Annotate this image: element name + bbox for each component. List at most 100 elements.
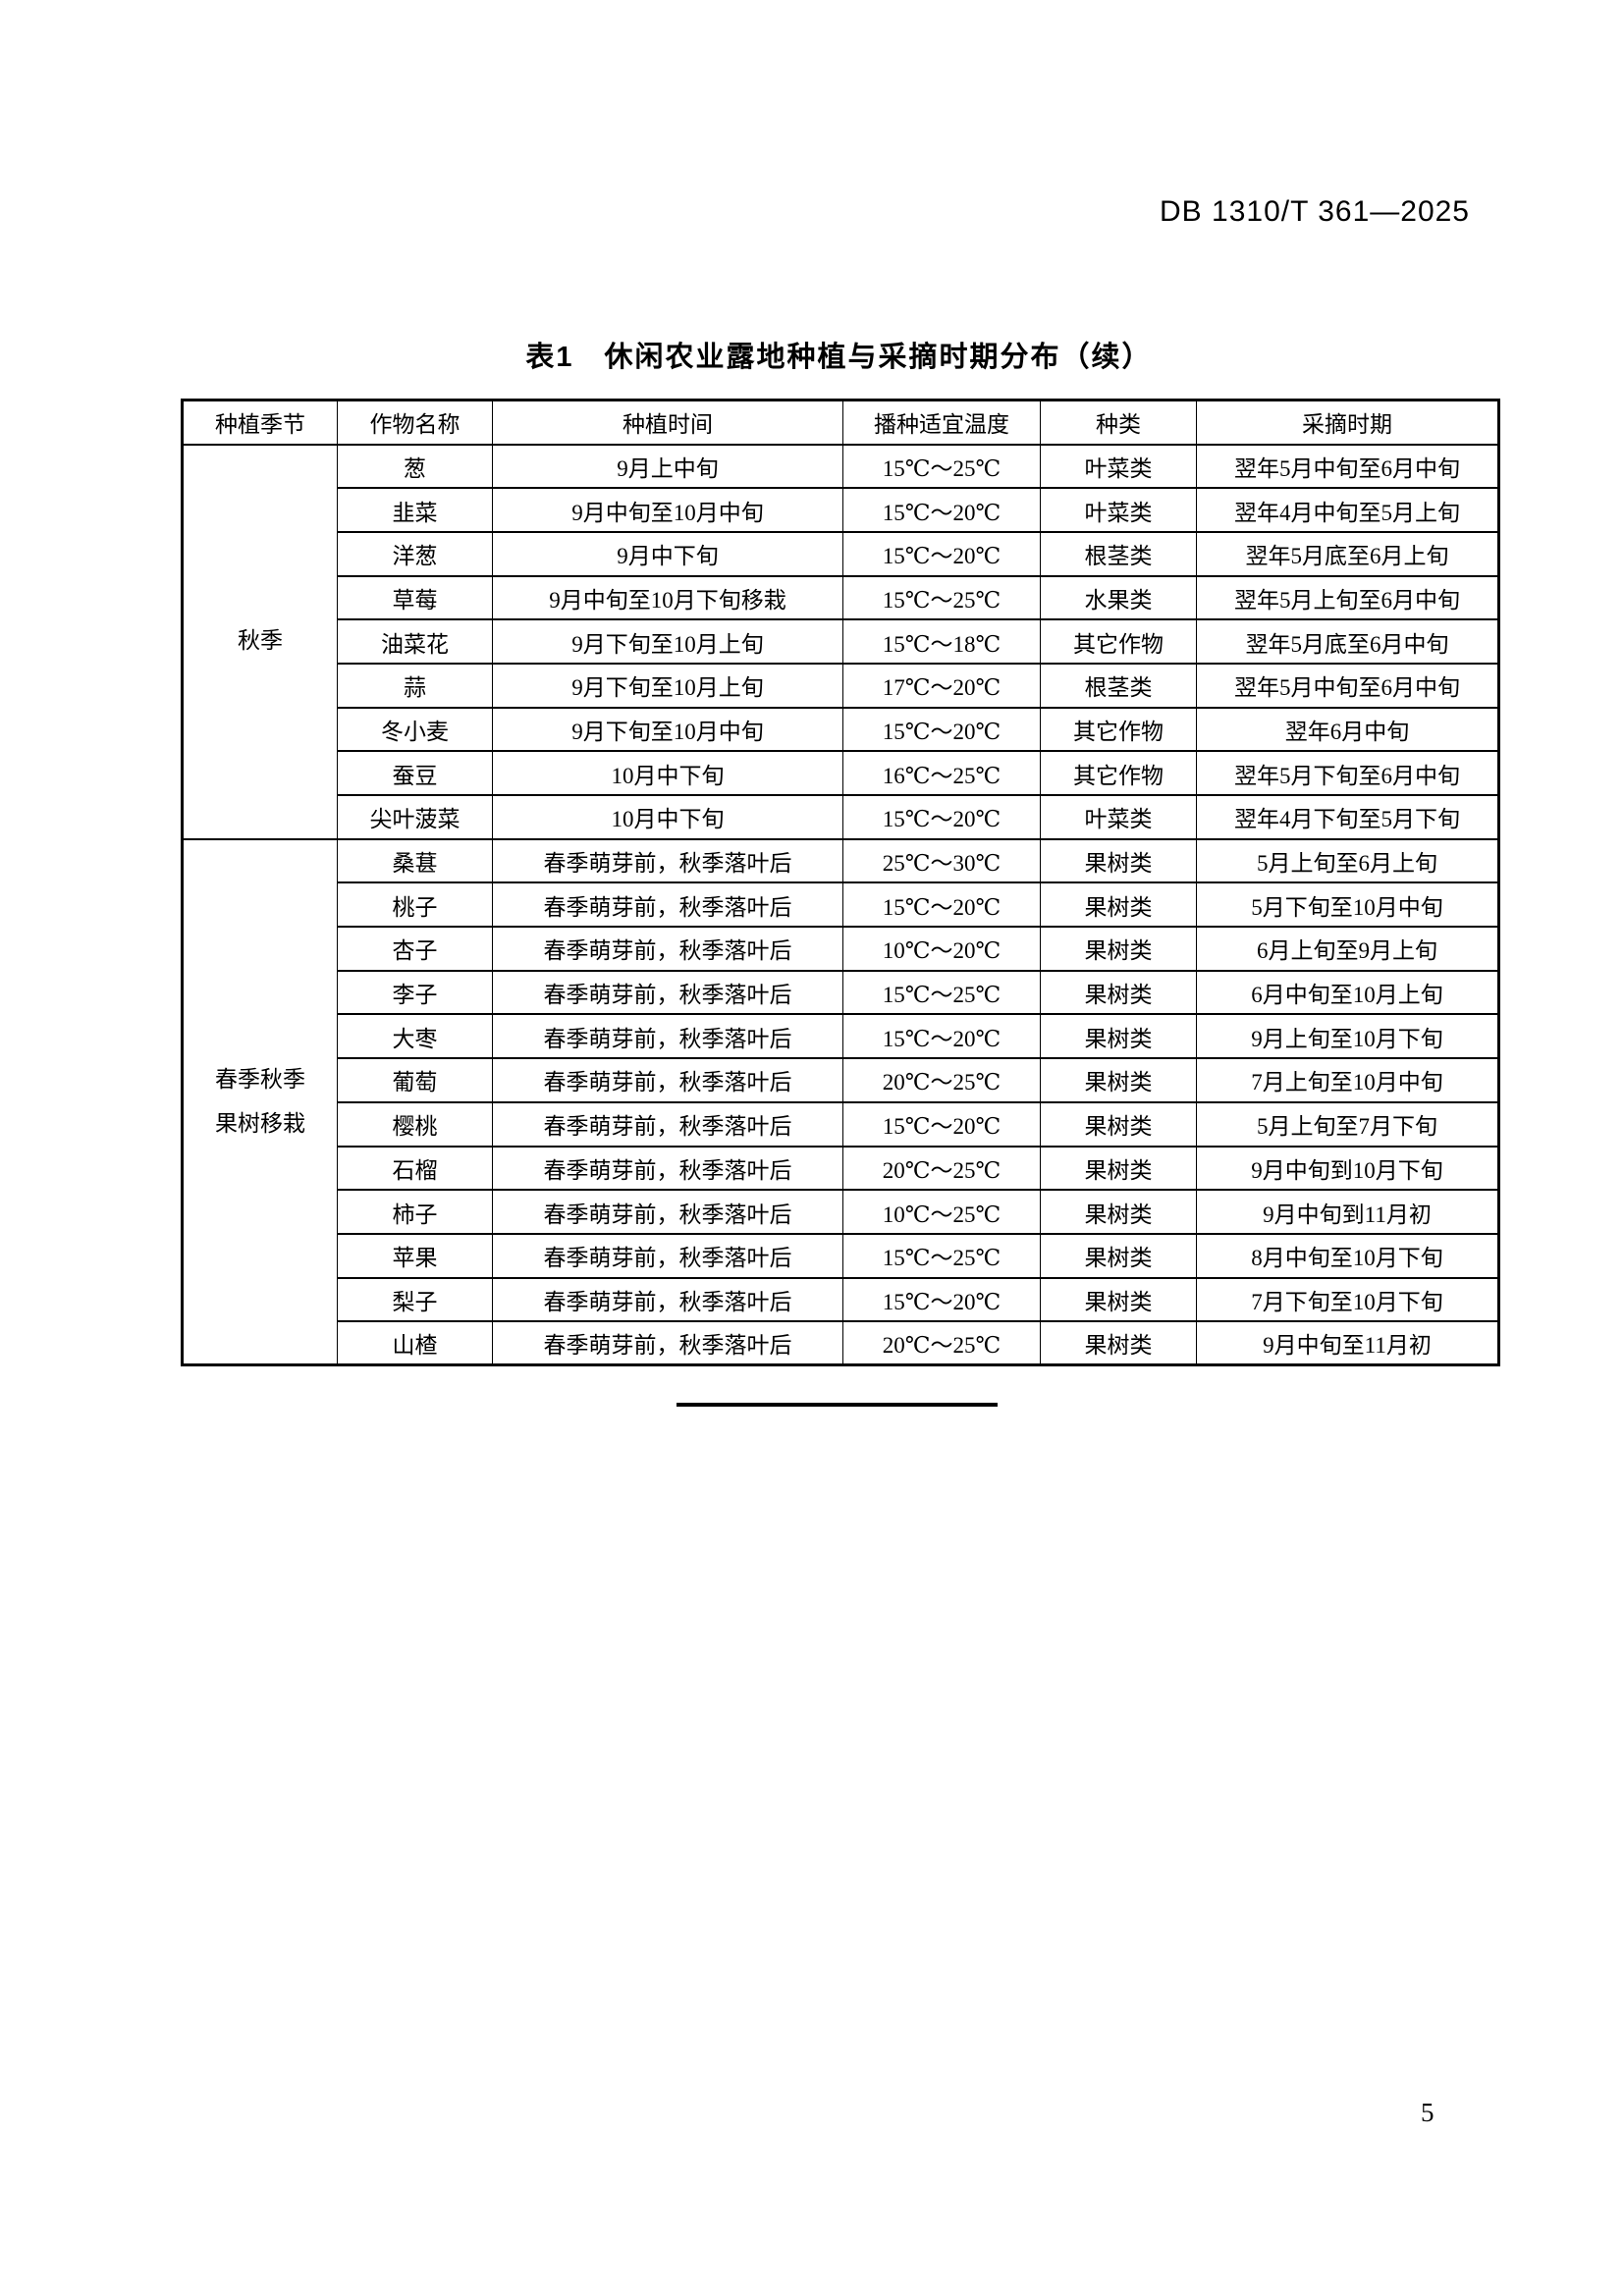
table-row: 葡萄 春季萌芽前，秋季落叶后 20℃～25℃ 果树类 7月上旬至10月中旬 (183, 1057, 1499, 1103)
column-header-2: 作物名称 (337, 399, 493, 446)
table-cell: 韭菜 (337, 487, 493, 533)
table-cell: 翌年5月中旬至6月中旬 (1196, 662, 1499, 709)
table-cell: 石榴 (337, 1145, 493, 1192)
table-cell: 春季萌芽前，秋季落叶后 (492, 969, 843, 1016)
table-cell: 9月下旬至10月上旬 (492, 662, 843, 709)
table-cell: 果树类 (1040, 837, 1197, 884)
table-cell: 蚕豆 (337, 750, 493, 796)
season-label-line: 果树移栽 (215, 1110, 305, 1136)
table-cell: 果树类 (1040, 969, 1197, 1016)
table-cell: 其它作物 (1040, 706, 1197, 753)
season-cell-2: 春季秋季 果树移栽 (182, 837, 338, 1366)
table-cell: 桃子 (337, 881, 493, 929)
table-row: 梨子 春季萌芽前，秋季落叶后 15℃～20℃ 果树类 7月下旬至10月下旬 (183, 1276, 1499, 1323)
table-row: 蚕豆 10月中下旬 16℃～25℃ 其它作物 翌年5月下旬至6月中旬 (183, 750, 1499, 796)
table-cell: 春季萌芽前，秋季落叶后 (492, 926, 843, 972)
table-row: 樱桃 春季萌芽前，秋季落叶后 15℃～20℃ 果树类 5月上旬至7月下旬 (183, 1100, 1499, 1148)
table-cell: 翌年5月底至6月上旬 (1196, 530, 1499, 577)
table-cell: 20℃～25℃ (842, 1057, 1041, 1103)
table-cell: 9月中下旬 (492, 530, 843, 577)
table-cell: 果树类 (1040, 1100, 1197, 1148)
season-label-line: 春季秋季 (215, 1066, 305, 1092)
table-cell: 春季萌芽前，秋季落叶后 (492, 1057, 843, 1103)
table-cell: 山楂 (337, 1320, 493, 1366)
column-header-1: 种植季节 (182, 399, 338, 446)
table-cell: 叶菜类 (1040, 794, 1197, 840)
table-row: 冬小麦 9月下旬至10月中旬 15℃～20℃ 其它作物 翌年6月中旬 (183, 706, 1499, 753)
column-header-5: 种类 (1040, 399, 1197, 446)
table-cell: 叶菜类 (1040, 443, 1197, 490)
table-cell: 9月中旬至10月下旬移栽 (492, 574, 843, 621)
table-title: 表1 休闲农业露地种植与采摘时期分布（续） (525, 342, 1153, 373)
table-row: 韭菜 9月中旬至10月中旬 15℃～20℃ 叶菜类 翌年4月中旬至5月上旬 (183, 487, 1499, 533)
table-cell: 翌年5月中旬至6月中旬 (1196, 443, 1499, 490)
table-cell: 果树类 (1040, 1057, 1197, 1103)
table-cell: 春季萌芽前，秋季落叶后 (492, 1232, 843, 1279)
table-cell: 葱 (337, 443, 493, 490)
table-cell: 春季萌芽前，秋季落叶后 (492, 1189, 843, 1235)
table-row: 草莓 9月中旬至10月下旬移栽 15℃～25℃ 水果类 翌年5月上旬至6月中旬 (183, 574, 1499, 621)
table-cell: 果树类 (1040, 926, 1197, 972)
table-cell: 15℃～20℃ (842, 794, 1041, 840)
table-cell: 16℃～25℃ (842, 750, 1041, 796)
table-cell: 15℃～25℃ (842, 969, 1041, 1016)
table-cell: 春季萌芽前，秋季落叶后 (492, 837, 843, 884)
table-row: 油菜花 9月下旬至10月上旬 15℃～18℃ 其它作物 翌年5月底至6月中旬 (183, 618, 1499, 665)
table-cell: 其它作物 (1040, 618, 1197, 665)
table-cell: 果树类 (1040, 1320, 1197, 1366)
table-cell: 果树类 (1040, 1013, 1197, 1060)
table-row: 桃子 春季萌芽前，秋季落叶后 15℃～20℃ 果树类 5月下旬至10月中旬 (183, 881, 1499, 929)
table-cell: 6月上旬至9月上旬 (1196, 926, 1499, 972)
table-cell: 大枣 (337, 1013, 493, 1060)
column-header-4: 播种适宜温度 (842, 399, 1041, 446)
table-row: 杏子 春季萌芽前，秋季落叶后 10℃～20℃ 果树类 6月上旬至9月上旬 (183, 926, 1499, 972)
table-cell: 15℃～25℃ (842, 443, 1041, 490)
table-cell: 杏子 (337, 926, 493, 972)
table-cell: 梨子 (337, 1276, 493, 1323)
page-number: 5 (1421, 2098, 1435, 2127)
table-cell: 叶菜类 (1040, 487, 1197, 533)
table-cell: 翌年5月底至6月中旬 (1196, 618, 1499, 665)
table-cell: 6月中旬至10月上旬 (1196, 969, 1499, 1016)
table-cell: 9月上旬至10月下旬 (1196, 1013, 1499, 1060)
table-row: 洋葱 9月中下旬 15℃～20℃ 根茎类 翌年5月底至6月上旬 (183, 530, 1499, 577)
table-cell: 10℃～20℃ (842, 926, 1041, 972)
table-cell: 5月下旬至10月中旬 (1196, 881, 1499, 929)
table-cell: 春季萌芽前，秋季落叶后 (492, 1145, 843, 1192)
table-cell: 春季萌芽前，秋季落叶后 (492, 1276, 843, 1323)
table-cell: 油菜花 (337, 618, 493, 665)
table-cell: 9月中旬至10月中旬 (492, 487, 843, 533)
table-cell: 果树类 (1040, 1232, 1197, 1279)
table-cell: 草莓 (337, 574, 493, 621)
table-cell: 葡萄 (337, 1057, 493, 1103)
table-cell: 9月下旬至10月中旬 (492, 706, 843, 753)
table-cell: 7月上旬至10月中旬 (1196, 1057, 1499, 1103)
table-cell: 8月中旬至10月下旬 (1196, 1232, 1499, 1279)
table-cell: 7月下旬至10月下旬 (1196, 1276, 1499, 1323)
column-header-3: 种植时间 (492, 399, 843, 446)
table-cell: 果树类 (1040, 881, 1197, 929)
table-row: 柿子 春季萌芽前，秋季落叶后 10℃～25℃ 果树类 9月中旬到11月初 (183, 1189, 1499, 1235)
table-cell: 蒜 (337, 662, 493, 709)
table-row: 尖叶菠菜 10月中下旬 15℃～20℃ 叶菜类 翌年4月下旬至5月下旬 (183, 794, 1499, 840)
table-cell: 20℃～25℃ (842, 1320, 1041, 1366)
table-cell: 15℃～20℃ (842, 1276, 1041, 1323)
table-cell: 翌年5月下旬至6月中旬 (1196, 750, 1499, 796)
table-cell: 果树类 (1040, 1145, 1197, 1192)
table-cell: 春季萌芽前，秋季落叶后 (492, 1100, 843, 1148)
table-cell: 李子 (337, 969, 493, 1016)
table-row: 秋季葱 9月上中旬 15℃～25℃ 叶菜类 翌年5月中旬至6月中旬 (182, 443, 1499, 840)
table-row: 春季秋季 果树移栽 桑葚 春季萌芽前，秋季落叶后 25℃～30℃ 果树类 5月上旬至6月上旬 (182, 837, 1499, 1366)
table-cell: 翌年4月中旬至5月上旬 (1196, 487, 1499, 533)
table-cell: 水果类 (1040, 574, 1197, 621)
table-cell: 10月中下旬 (492, 750, 843, 796)
table-cell: 15℃～20℃ (842, 487, 1041, 533)
table-cell: 翌年6月中旬 (1196, 706, 1499, 753)
table-cell: 尖叶菠菜 (337, 794, 493, 840)
end-of-text-line (677, 1403, 998, 1407)
table-cell: 10℃～25℃ (842, 1189, 1041, 1235)
table-row: 蒜 9月下旬至10月上旬 17℃～20℃ 根茎类 翌年5月中旬至6月中旬 (183, 662, 1499, 709)
table-cell: 桑葚 (337, 837, 493, 884)
table-row: 大枣 春季萌芽前，秋季落叶后 15℃～20℃ 果树类 9月上旬至10月下旬 (183, 1013, 1499, 1060)
